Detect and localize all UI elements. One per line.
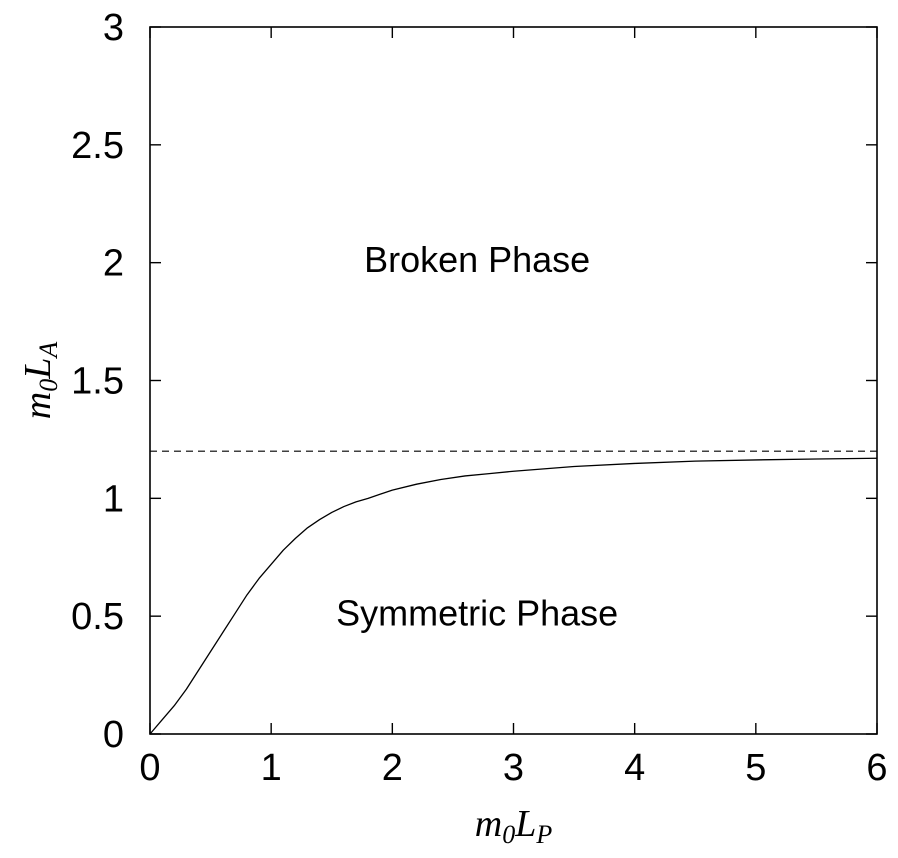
- x-tick-label: 5: [745, 747, 766, 789]
- y-tick-label: 1: [103, 478, 124, 520]
- x-axis-title-l: L: [514, 803, 536, 845]
- y-axis-title-sub1: 0: [34, 379, 63, 392]
- y-axis-title-sub2: A: [34, 342, 63, 360]
- annotation-symmetric-phase: Symmetric Phase: [336, 593, 618, 634]
- x-axis-title-sub1: 0: [502, 820, 515, 849]
- x-tick-label: 6: [866, 747, 887, 789]
- x-axis-title: m0LP: [475, 803, 553, 849]
- x-tick-label: 4: [624, 747, 645, 789]
- x-tick-label: 3: [503, 747, 524, 789]
- y-tick-label: 1.5: [71, 361, 124, 403]
- x-tick-label: 2: [382, 747, 403, 789]
- y-axis-title-l: L: [17, 358, 59, 380]
- y-tick-label: 3: [103, 7, 124, 49]
- y-tick-label: 2.5: [71, 125, 124, 167]
- x-tick-label: 1: [261, 747, 282, 789]
- x-axis-title-sub2: P: [535, 820, 552, 849]
- y-tick-label: 0: [103, 714, 124, 756]
- y-tick-label: 2: [103, 243, 124, 285]
- y-axis-title: m0LA: [17, 342, 63, 420]
- y-tick-label: 0.5: [71, 596, 124, 638]
- plot-frame: [149, 26, 878, 735]
- series-phase-boundary-curve: [149, 457, 878, 735]
- series-layer: [149, 450, 878, 735]
- y-axis-title-m: m: [17, 392, 59, 419]
- x-axis-title-m: m: [475, 803, 502, 845]
- tick-labels: 0 1 2 3 4 5 6 0 0.5 1 1.5 2 2.5 3: [71, 7, 887, 789]
- x-tick-label: 0: [139, 747, 160, 789]
- annotation-broken-phase: Broken Phase: [364, 239, 590, 280]
